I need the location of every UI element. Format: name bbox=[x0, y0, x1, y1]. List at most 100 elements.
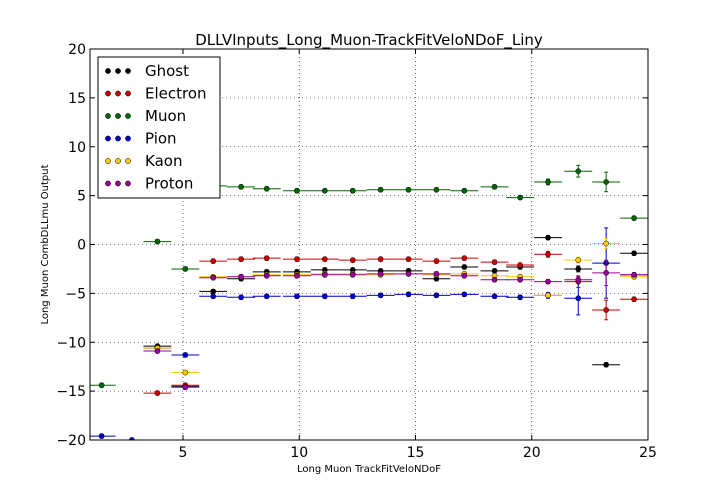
y-tick-label: 5 bbox=[77, 189, 86, 205]
legend-label: Ghost bbox=[145, 62, 189, 80]
y-tick-label: −10 bbox=[56, 335, 86, 351]
legend-entry-kaon: Kaon bbox=[105, 152, 182, 170]
legend-marker bbox=[115, 113, 121, 119]
data-point bbox=[603, 269, 610, 276]
data-point bbox=[210, 258, 217, 264]
series-group bbox=[90, 164, 648, 440]
data-point bbox=[461, 255, 468, 262]
data-point bbox=[377, 292, 384, 299]
y-tick-label: −5 bbox=[65, 286, 86, 302]
legend-box bbox=[97, 56, 221, 199]
data-point bbox=[98, 433, 105, 439]
data-point bbox=[433, 186, 440, 193]
data-point bbox=[405, 186, 412, 193]
data-point bbox=[405, 291, 412, 298]
legend-marker bbox=[125, 158, 131, 164]
data-point bbox=[182, 384, 189, 391]
y-tick-label: 20 bbox=[68, 42, 86, 58]
data-point bbox=[321, 256, 328, 263]
data-point bbox=[517, 262, 523, 268]
data-point bbox=[545, 234, 551, 241]
y-tick-label: 15 bbox=[68, 91, 86, 107]
data-point bbox=[349, 257, 356, 263]
data-point bbox=[433, 292, 440, 299]
data-point bbox=[603, 240, 610, 247]
x-tick-label: 25 bbox=[639, 445, 657, 461]
y-axis-label: Long Muon CombDLLmu Output bbox=[40, 164, 51, 324]
data-point bbox=[491, 259, 498, 265]
axis-ticks: 5 10 15 20 25 −20 −15 −10 −5 0 5 10 15 20 bbox=[56, 42, 656, 461]
data-point bbox=[575, 168, 582, 175]
data-point bbox=[182, 266, 189, 272]
legend-marker bbox=[105, 90, 111, 97]
legend-marker bbox=[105, 68, 111, 74]
data-point bbox=[461, 264, 468, 270]
data-point bbox=[321, 271, 328, 278]
x-axis-label: Long Muon TrackFitVeloNDoF bbox=[297, 464, 441, 475]
data-point bbox=[321, 293, 328, 300]
data-point bbox=[545, 251, 551, 258]
data-point bbox=[294, 293, 300, 300]
data-point bbox=[294, 187, 300, 194]
data-point bbox=[631, 271, 637, 278]
legend-marker bbox=[115, 90, 121, 97]
y-tick-label: −15 bbox=[56, 384, 86, 400]
data-point bbox=[405, 256, 412, 263]
data-point bbox=[603, 307, 610, 313]
data-point bbox=[238, 183, 244, 190]
legend-marker bbox=[105, 135, 111, 142]
legend-marker bbox=[115, 180, 121, 187]
data-point bbox=[210, 293, 217, 300]
data-point bbox=[517, 276, 523, 283]
data-point bbox=[349, 271, 356, 278]
data-point bbox=[98, 382, 105, 389]
series-electron bbox=[143, 250, 648, 396]
data-point bbox=[603, 361, 610, 368]
series-pion bbox=[90, 227, 648, 440]
legend-entry-ghost: Ghost bbox=[105, 62, 189, 80]
data-point bbox=[545, 179, 551, 185]
data-point bbox=[263, 293, 270, 300]
legend-marker bbox=[105, 158, 111, 164]
data-point bbox=[545, 278, 551, 285]
data-point bbox=[154, 238, 161, 245]
x-tick-label: 20 bbox=[523, 445, 541, 461]
data-point bbox=[154, 390, 161, 396]
x-tick-label: 5 bbox=[179, 445, 188, 461]
legend-marker bbox=[115, 68, 121, 74]
data-point bbox=[377, 270, 384, 277]
legend-marker bbox=[125, 68, 131, 74]
legend-marker bbox=[125, 135, 131, 142]
legend-marker bbox=[125, 90, 131, 97]
data-point bbox=[491, 268, 498, 274]
y-tick-label: 10 bbox=[68, 140, 86, 156]
data-point bbox=[491, 276, 498, 283]
data-point bbox=[238, 294, 244, 301]
y-tick-label: 0 bbox=[77, 238, 86, 254]
data-point bbox=[210, 274, 217, 281]
x-tick-label: 10 bbox=[290, 445, 308, 461]
data-point bbox=[154, 348, 161, 354]
data-point bbox=[461, 187, 468, 194]
legend-entry-proton: Proton bbox=[105, 175, 193, 193]
data-point bbox=[575, 295, 582, 302]
data-point bbox=[575, 266, 582, 272]
data-point bbox=[238, 256, 244, 263]
data-point bbox=[575, 257, 582, 263]
data-point bbox=[182, 369, 189, 376]
data-point bbox=[210, 288, 217, 295]
data-point bbox=[575, 276, 582, 283]
data-point bbox=[263, 185, 270, 192]
data-point bbox=[349, 293, 356, 300]
legend-marker bbox=[105, 180, 111, 187]
legend-marker bbox=[115, 135, 121, 142]
data-point bbox=[631, 296, 637, 303]
plot-data bbox=[90, 164, 648, 440]
legend: Ghost Electron Muon Pion Kaon Proton bbox=[97, 56, 221, 199]
legend-marker bbox=[125, 113, 131, 119]
data-point bbox=[405, 270, 412, 277]
data-point bbox=[517, 294, 523, 301]
data-point bbox=[433, 258, 440, 264]
chart-title: DLLVInputs_Long_Muon-TrackFitVeloNDoF_Li… bbox=[195, 31, 543, 50]
